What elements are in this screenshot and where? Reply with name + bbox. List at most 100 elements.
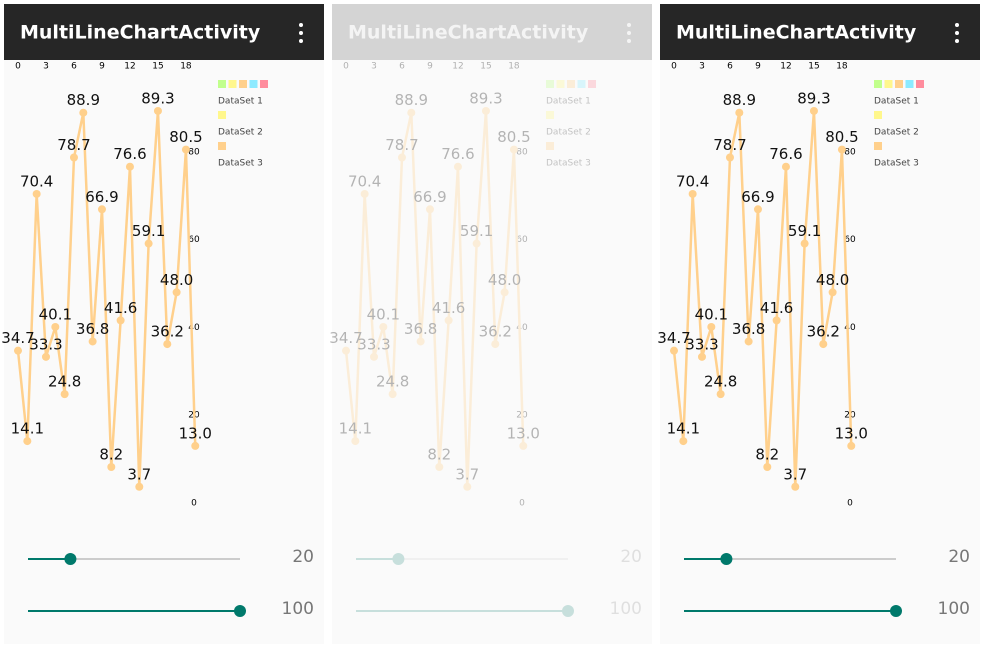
data-line: [16, 110, 197, 487]
data-label: 88.9: [395, 91, 428, 109]
slider-value: 20: [292, 547, 314, 567]
data-point: [107, 463, 116, 472]
data-point: [32, 189, 41, 198]
data-label: 78.7: [385, 136, 418, 154]
data-label: 59.1: [460, 222, 493, 240]
data-label: 70.4: [676, 172, 709, 190]
y-tick-label: 40: [516, 323, 528, 333]
data-point: [23, 437, 32, 446]
data-label: 13.0: [507, 424, 540, 442]
slider-thumb[interactable]: [720, 553, 733, 565]
sliders: 20 100: [684, 547, 970, 619]
legend-label: DataSet 1: [874, 97, 919, 107]
y-tick-label: 80: [188, 147, 200, 157]
data-point: [369, 352, 378, 361]
data-label: 8.2: [427, 446, 451, 464]
phone-panel: MultiLineChartActivity 0 3 6 9 12 15 18 0 20 40 60 8…: [1, 4, 324, 644]
data-label: 34.7: [657, 329, 690, 347]
data-point: [444, 316, 453, 325]
data-label: 3.7: [783, 465, 807, 483]
data-label: 66.9: [741, 188, 774, 206]
screen-background: [332, 4, 652, 644]
app-bar: [660, 4, 980, 60]
data-label: 70.4: [20, 172, 53, 190]
data-point: [125, 162, 134, 171]
y-tick-label: 60: [516, 235, 528, 245]
app-title: MultiLineChartActivity: [676, 22, 917, 44]
app-title: MultiLineChartActivity: [348, 22, 589, 44]
legend-label: DataSet 2: [218, 128, 263, 138]
data-point: [88, 337, 97, 346]
data-label: 41.6: [104, 299, 137, 317]
slider-thumb[interactable]: [392, 553, 405, 565]
slider-thumb[interactable]: [64, 553, 77, 565]
slider-thumb[interactable]: [234, 605, 246, 617]
legend-swatch: [916, 80, 924, 88]
overflow-menu[interactable]: [955, 23, 959, 43]
data-label: 36.8: [404, 320, 437, 338]
data-point: [435, 463, 444, 472]
data-label: 14.1: [11, 420, 44, 438]
data-label: 66.9: [85, 188, 118, 206]
data-label: 78.7: [713, 136, 746, 154]
menu-dot: [299, 39, 303, 43]
data-label: 70.4: [348, 172, 381, 190]
legend-label: DataSet 3: [874, 159, 919, 169]
slider-thumb[interactable]: [890, 605, 902, 617]
data-point: [828, 288, 837, 297]
data-label: 76.6: [769, 145, 802, 163]
x-tick-label: 15: [808, 62, 819, 72]
x-tick-label: 9: [427, 62, 433, 72]
data-point: [342, 346, 350, 355]
data-point: [781, 162, 790, 171]
x-tick-label: 12: [780, 62, 791, 72]
data-point: [360, 189, 369, 198]
data-label: 36.8: [76, 320, 109, 338]
y-tick-label: 0: [847, 499, 853, 509]
data-point: [60, 390, 69, 399]
y-tick-label: 20: [516, 411, 528, 421]
sliders: 20 100: [356, 547, 642, 619]
legend-swatch: [874, 80, 882, 88]
data-point: [172, 288, 181, 297]
x-tick-label: 12: [124, 62, 135, 72]
legend-swatch: [567, 80, 575, 88]
data-point: [135, 482, 144, 491]
data-label: 33.3: [29, 335, 62, 353]
data-label: 36.2: [151, 323, 184, 341]
menu-dot: [627, 39, 631, 43]
data-point: [763, 463, 772, 472]
data-point: [472, 239, 481, 248]
legend-swatch: [546, 111, 554, 119]
data-point: [416, 337, 425, 346]
legend-swatch: [874, 142, 882, 150]
x-tick-label: 18: [180, 62, 192, 72]
menu-dot: [627, 31, 631, 35]
x-tick-label: 6: [727, 62, 733, 72]
overflow-menu[interactable]: [299, 23, 303, 43]
x-tick-label: 0: [671, 62, 677, 72]
data-label: 13.0: [179, 424, 212, 442]
data-point: [716, 390, 725, 399]
x-tick-label: 9: [99, 62, 105, 72]
data-point: [697, 352, 706, 361]
data-label: 59.1: [132, 222, 165, 240]
y-tick-label: 40: [844, 323, 856, 333]
data-point: [116, 316, 125, 325]
legend-swatch: [218, 111, 226, 119]
data-label: 80.5: [497, 128, 530, 146]
data-point: [41, 352, 50, 361]
slider-thumb[interactable]: [562, 605, 574, 617]
data-label: 13.0: [835, 424, 868, 442]
chart: 0 3 6 9 12 15 1802040608034.714.170.433.340.12…: [329, 62, 596, 509]
app-bar: [332, 4, 652, 60]
data-label: 36.8: [732, 320, 765, 338]
data-point: [744, 337, 753, 346]
chart: 0 3 6 9 12 15 1802040608034.714.170.433.340.12…: [657, 62, 924, 509]
slider-value: 20: [620, 547, 642, 567]
legend-swatch: [218, 80, 226, 88]
overflow-menu[interactable]: [627, 23, 631, 43]
legend-swatch: [546, 80, 554, 88]
y-tick-label: 80: [844, 147, 856, 157]
data-label: 40.1: [39, 305, 72, 323]
